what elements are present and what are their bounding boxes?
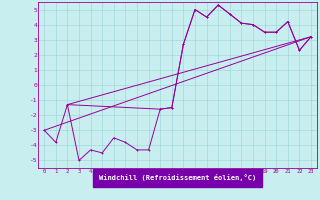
X-axis label: Windchill (Refroidissement éolien,°C): Windchill (Refroidissement éolien,°C) xyxy=(99,174,256,181)
